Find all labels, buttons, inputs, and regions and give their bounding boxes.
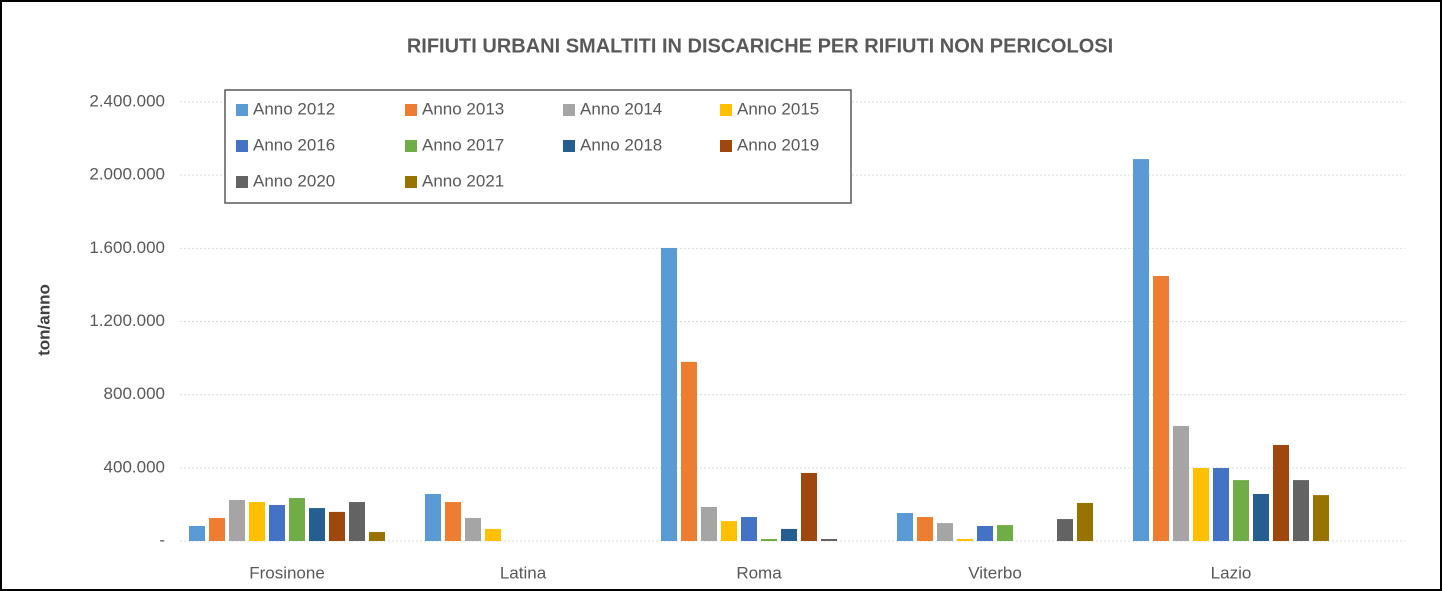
- bar: [977, 526, 993, 541]
- legend-swatch: [405, 140, 417, 152]
- chart-title: RIFIUTI URBANI SMALTITI IN DISCARICHE PE…: [407, 35, 1113, 57]
- legend-label: Anno 2018: [580, 135, 662, 154]
- bar: [369, 532, 385, 541]
- legend-swatch: [405, 176, 417, 188]
- x-tick-label: Viterbo: [968, 563, 1022, 582]
- bar: [741, 517, 757, 541]
- y-tick-label: 2.400.000: [89, 91, 165, 110]
- bar: [485, 528, 501, 541]
- bar: [897, 513, 913, 541]
- bar: [1293, 480, 1309, 541]
- bar: [425, 493, 441, 541]
- y-axis-label: ton/anno: [34, 284, 53, 356]
- bar: [249, 502, 265, 541]
- legend-swatch: [236, 176, 248, 188]
- bar: [1077, 502, 1093, 541]
- bar: [721, 521, 737, 541]
- legend-swatch: [563, 104, 575, 116]
- y-tick-label: 2.000.000: [89, 165, 165, 184]
- bar: [1133, 159, 1149, 541]
- bar: [465, 517, 481, 541]
- bar: [701, 506, 717, 541]
- y-tick-label: 400.000: [104, 457, 165, 476]
- legend-swatch: [405, 104, 417, 116]
- bar: [209, 517, 225, 541]
- bar: [937, 523, 953, 541]
- legend-swatch: [563, 140, 575, 152]
- bar: [1253, 493, 1269, 541]
- legend-label: Anno 2015: [737, 99, 819, 118]
- legend-swatch: [720, 104, 732, 116]
- bar: [801, 472, 817, 541]
- legend-swatch: [236, 104, 248, 116]
- bar: [349, 502, 365, 541]
- y-tick-label: 800.000: [104, 384, 165, 403]
- bar: [917, 517, 933, 541]
- bar: [329, 511, 345, 541]
- bar: [781, 528, 797, 541]
- y-tick-label: 1.600.000: [89, 238, 165, 257]
- legend-label: Anno 2014: [580, 99, 662, 118]
- legend-swatch: [720, 140, 732, 152]
- bar: [1057, 519, 1073, 541]
- bar: [761, 538, 777, 541]
- bar: [445, 502, 461, 541]
- legend-label: Anno 2019: [737, 135, 819, 154]
- legend-label: Anno 2020: [253, 171, 335, 190]
- bar: [1213, 468, 1229, 541]
- bar: [189, 526, 205, 541]
- legend-swatch: [236, 140, 248, 152]
- bar: [1233, 480, 1249, 541]
- bar: [1313, 495, 1329, 541]
- x-tick-label: Lazio: [1211, 563, 1252, 582]
- bar: [997, 525, 1013, 541]
- bar: [661, 247, 677, 541]
- bar: [821, 538, 837, 541]
- bar: [1173, 425, 1189, 541]
- legend-box: [224, 89, 852, 204]
- legend-label: Anno 2012: [253, 99, 335, 118]
- legend-label: Anno 2013: [422, 99, 504, 118]
- bar: [289, 498, 305, 541]
- bar: [269, 504, 285, 541]
- bar: [957, 538, 973, 541]
- y-tick-label: -: [159, 530, 165, 549]
- bar: [1193, 468, 1209, 541]
- y-tick-label: 1.200.000: [89, 311, 165, 330]
- x-tick-label: Frosinone: [249, 563, 325, 582]
- bar: [1273, 444, 1289, 541]
- legend-label: Anno 2021: [422, 171, 504, 190]
- bar: [309, 508, 325, 541]
- bar: [681, 361, 697, 541]
- bar: [229, 500, 245, 541]
- legend-label: Anno 2017: [422, 135, 504, 154]
- x-tick-label: Latina: [500, 563, 547, 582]
- bar: [1153, 275, 1169, 541]
- legend-label: Anno 2016: [253, 135, 335, 154]
- x-tick-label: Roma: [736, 563, 782, 582]
